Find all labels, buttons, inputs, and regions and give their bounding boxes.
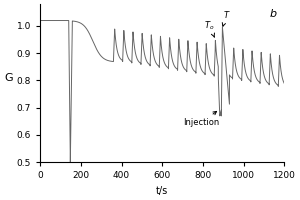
Y-axis label: G: G [4,73,13,83]
Text: b: b [270,9,277,19]
Text: $T_o$: $T_o$ [204,19,215,37]
X-axis label: t/s: t/s [156,186,168,196]
Text: $T$: $T$ [222,9,230,26]
Text: Injection: Injection [183,111,219,127]
